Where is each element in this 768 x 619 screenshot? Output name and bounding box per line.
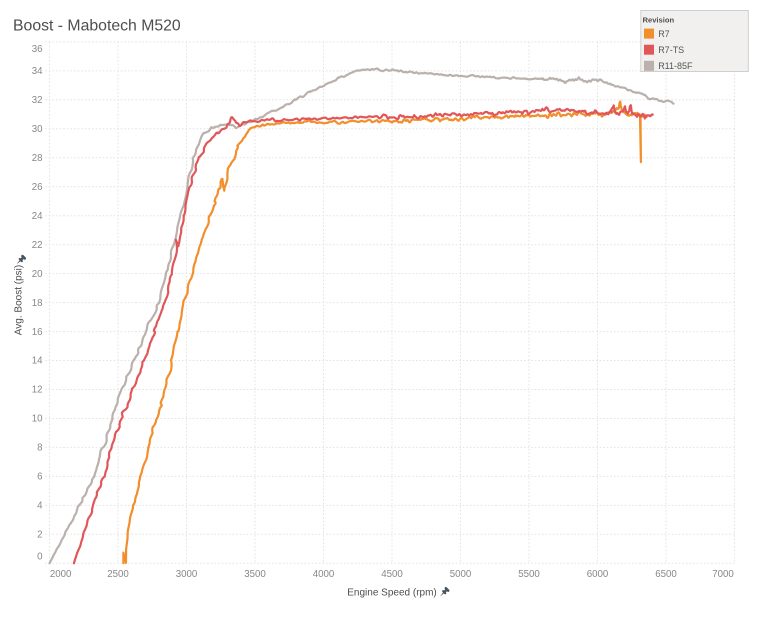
svg-text:30: 30 — [32, 124, 43, 135]
svg-text:32: 32 — [32, 95, 43, 106]
svg-text:22: 22 — [32, 240, 43, 251]
svg-text:0: 0 — [37, 552, 43, 563]
svg-text:6500: 6500 — [655, 569, 677, 580]
svg-text:14: 14 — [32, 356, 43, 367]
svg-text:Engine Speed (rpm): Engine Speed (rpm) — [347, 588, 437, 599]
svg-text:7000: 7000 — [712, 569, 734, 580]
svg-text:2000: 2000 — [50, 569, 72, 580]
svg-text:20: 20 — [32, 269, 43, 280]
svg-text:4: 4 — [37, 501, 43, 512]
svg-text:Boost - Mabotech M520: Boost - Mabotech M520 — [13, 18, 181, 35]
svg-text:12: 12 — [32, 385, 43, 396]
svg-text:24: 24 — [32, 211, 43, 222]
svg-text:18: 18 — [32, 298, 43, 309]
svg-text:36: 36 — [32, 44, 43, 55]
svg-text:3500: 3500 — [244, 569, 266, 580]
svg-text:2: 2 — [37, 530, 42, 541]
svg-text:6: 6 — [37, 472, 42, 483]
svg-text:4500: 4500 — [381, 569, 403, 580]
svg-text:5500: 5500 — [518, 569, 540, 580]
svg-text:34: 34 — [32, 66, 43, 77]
svg-text:2500: 2500 — [107, 569, 129, 580]
svg-text:4000: 4000 — [313, 569, 335, 580]
svg-text:26: 26 — [32, 182, 43, 193]
svg-text:R7-TS: R7-TS — [658, 45, 684, 55]
svg-text:3000: 3000 — [176, 569, 198, 580]
svg-text:5000: 5000 — [450, 569, 472, 580]
svg-text:Avg. Boost (psi): Avg. Boost (psi) — [14, 265, 25, 335]
svg-text:16: 16 — [32, 327, 43, 338]
svg-text:6000: 6000 — [587, 569, 609, 580]
svg-text:R11-85F: R11-85F — [658, 61, 693, 71]
svg-text:10: 10 — [32, 414, 43, 425]
svg-text:Revision: Revision — [643, 15, 675, 24]
svg-text:28: 28 — [32, 153, 43, 164]
svg-text:8: 8 — [37, 443, 42, 454]
svg-text:R7: R7 — [658, 29, 670, 39]
